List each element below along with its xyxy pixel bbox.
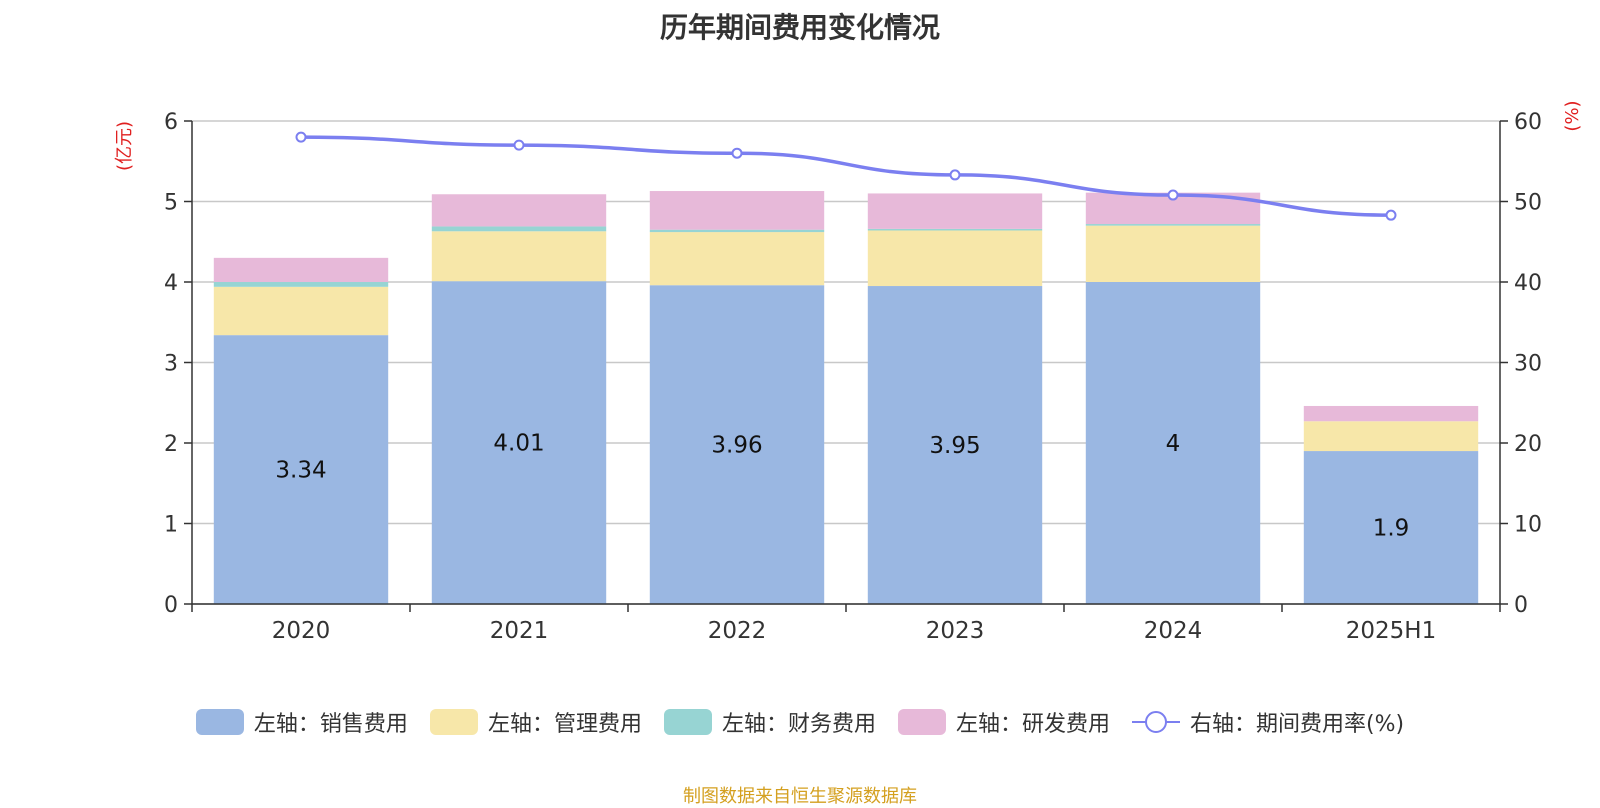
y-left-tick-label: 1 [164,513,178,538]
bar-segment [867,230,1043,287]
legend-label-rd: 左轴：研发费用 [955,712,1110,737]
bar-data-label: 4.01 [493,431,544,457]
bar-segment [649,285,825,604]
x-tick-label: 2021 [490,618,549,644]
rate-point [513,139,525,151]
bar-segment [649,191,825,230]
bar-data-label: 3.34 [275,458,326,484]
y-left-tick-label: 4 [164,271,178,296]
bar-segment [1085,282,1261,604]
rate-point [1167,189,1179,201]
y-left-tick-label: 5 [164,191,178,216]
y-right-tick-label: 60 [1514,110,1542,135]
bar-segment [213,257,389,282]
bar-segment [431,194,607,227]
x-tick-label: 2023 [926,618,985,644]
bar-data-label: 4 [1166,431,1181,457]
rate-point [1385,209,1397,221]
bar-segment [1303,405,1479,422]
y-right-unit-label: (%) [1562,100,1583,131]
y-right-tick-label: 20 [1514,432,1542,457]
bar-segment [213,335,389,604]
bar-segment [431,226,607,232]
legend-label-rate: 右轴：期间费用率(%) [1189,712,1405,737]
bar-segment [1085,224,1261,226]
bar-segment [649,232,825,286]
legend-label-sales: 左轴：销售费用 [253,712,408,737]
x-tick-label: 2020 [272,618,331,644]
legend-swatch-sales [195,709,244,735]
y-right-tick-label: 0 [1514,593,1528,618]
legend-item-finance[interactable]: 左轴：财务费用 [663,706,876,738]
y-left-tick-label: 3 [164,352,178,377]
y-right-tick-label: 40 [1514,271,1542,296]
legend-label-finance: 左轴：财务费用 [721,712,876,737]
bar-segment [867,228,1043,231]
x-tick-label: 2024 [1144,618,1203,644]
bar-segment [431,281,607,604]
x-tick-label: 2022 [708,618,767,644]
legend-item-admin[interactable]: 左轴：管理费用 [429,706,642,738]
bar-segment [867,193,1043,229]
x-tick-label: 2025H1 [1346,618,1436,644]
legend-swatch-finance [663,709,712,735]
y-left-tick-label: 6 [164,110,178,135]
y-right-tick-label: 30 [1514,352,1542,377]
bar-data-label: 3.96 [711,433,762,459]
rate-line [300,135,1392,217]
bar-segment [1085,225,1261,282]
rate-point [295,131,307,143]
legend-item-rate[interactable]: 右轴：期间费用率(%) [1131,706,1405,738]
y-right-tick-label: 10 [1514,513,1542,538]
bar-segment [213,286,389,336]
bar-segment [867,286,1043,604]
rate-point [949,169,961,181]
bar-segment [1303,451,1479,604]
bar-segment [213,282,389,287]
legend-swatch-rd [897,709,946,735]
bar-data-label: 3.95 [929,433,980,459]
legend-label-admin: 左轴：管理费用 [487,712,642,737]
bar-segment [1303,421,1479,452]
bar-segment [649,229,825,233]
legend: 左轴：销售费用 左轴：管理费用 左轴：财务费用 左轴：研发费用 右轴：期间费用率… [0,706,1600,738]
legend-swatch-admin [429,709,478,735]
bar-data-label: 1.9 [1373,516,1410,542]
y-right-tick-label: 50 [1514,191,1542,216]
legend-item-sales[interactable]: 左轴：销售费用 [195,706,408,738]
bar-segment [431,231,607,282]
source-note: 制图数据来自恒生聚源数据库 [683,786,917,807]
chart-title: 历年期间费用变化情况 [659,11,940,44]
y-left-tick-label: 0 [164,593,178,618]
legend-swatch-rate [1131,709,1180,735]
legend-item-rd[interactable]: 左轴：研发费用 [897,706,1110,738]
rate-point [731,147,743,159]
y-left-unit-label: (亿元) [114,121,135,171]
y-left-tick-label: 2 [164,432,178,457]
